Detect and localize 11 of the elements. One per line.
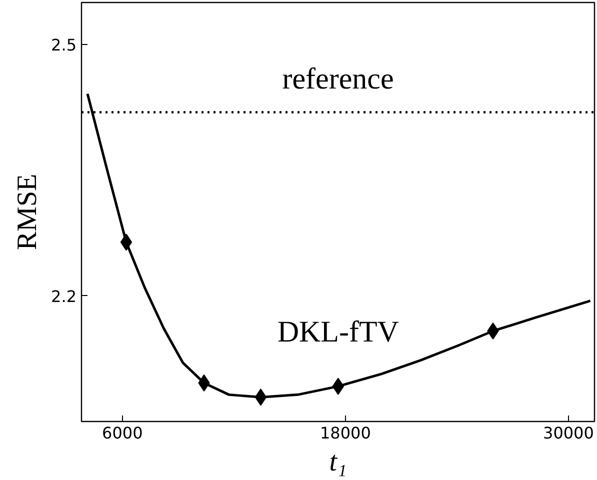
x-axis-title: t₁ <box>329 446 347 478</box>
x-tick-label: 6000 <box>102 424 143 442</box>
point <box>254 388 267 406</box>
ref-line-label: reference <box>282 62 394 96</box>
x-tick-label: 18000 <box>320 424 371 442</box>
y-tick-label: 2.5 <box>51 35 77 54</box>
x-tick-label: 30000 <box>543 424 594 442</box>
y-axis-title: RMSE <box>12 174 44 250</box>
y-tick-label: 2.2 <box>51 286 77 306</box>
point <box>120 234 132 251</box>
series-label: DKL-fTV <box>277 316 400 349</box>
